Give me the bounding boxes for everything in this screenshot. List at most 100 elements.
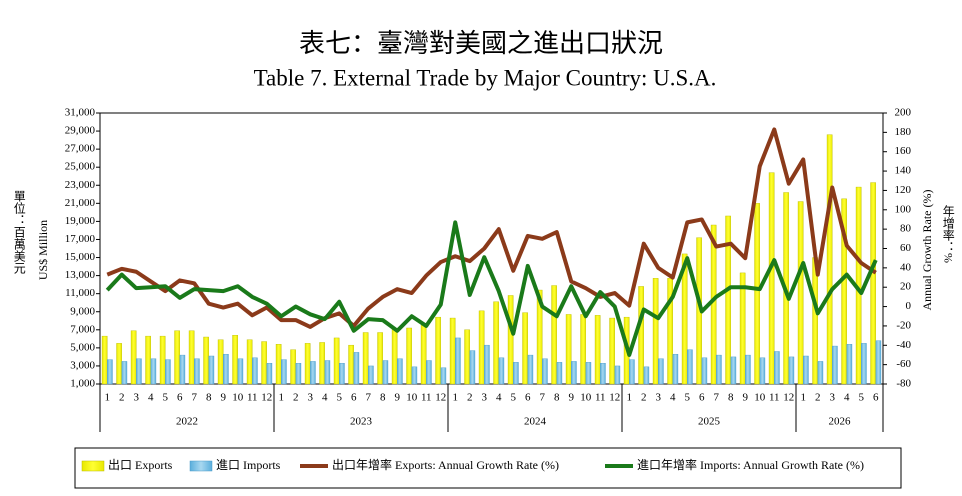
x-group-label: 2022 bbox=[176, 416, 198, 428]
x-tick-label: 2 bbox=[293, 392, 299, 404]
y-axis-label: US$ Million bbox=[36, 220, 50, 280]
bar bbox=[232, 335, 238, 385]
bar bbox=[194, 358, 200, 385]
x-tick-label: 5 bbox=[685, 392, 691, 404]
bar bbox=[101, 335, 108, 385]
x-tick-label: 7 bbox=[192, 392, 198, 404]
x-tick-label: 3 bbox=[308, 392, 314, 404]
y-tick-label: 31,000 bbox=[65, 107, 96, 119]
x-tick-label: 8 bbox=[206, 392, 212, 404]
x-tick-label: 1 bbox=[801, 392, 807, 404]
x-tick-label: 10 bbox=[580, 392, 592, 404]
bar bbox=[826, 134, 833, 385]
x-tick-label: 3 bbox=[830, 392, 836, 404]
y2-tick-label: 120 bbox=[895, 184, 912, 196]
x-tick-label: 7 bbox=[540, 392, 546, 404]
x-tick-label: 4 bbox=[844, 392, 850, 404]
x-tick-label: 1 bbox=[279, 392, 285, 404]
bar bbox=[333, 337, 340, 385]
bar bbox=[841, 198, 847, 385]
x-tick-label: 8 bbox=[728, 392, 734, 404]
x-group-label: 2023 bbox=[350, 416, 373, 428]
legend-box bbox=[74, 447, 902, 489]
y-tick-label: 23,000 bbox=[65, 179, 96, 191]
x-tick-label: 6 bbox=[525, 392, 531, 404]
y2-tick-label: -60 bbox=[896, 358, 911, 370]
y-tick-label: 13,000 bbox=[65, 269, 96, 281]
legend-label: 進口年增率 Imports: Annual Growth Rate (%) bbox=[637, 457, 864, 472]
x-tick-label: 9 bbox=[569, 392, 575, 404]
y-tick-label: 11,000 bbox=[65, 287, 95, 299]
x-tick-label: 2 bbox=[641, 392, 647, 404]
x-tick-label: 6 bbox=[699, 392, 705, 404]
y2-tick-label: 60 bbox=[900, 242, 912, 254]
bar bbox=[420, 325, 427, 385]
bar bbox=[609, 317, 615, 385]
x-tick-label: 10 bbox=[406, 392, 418, 404]
bar bbox=[754, 203, 760, 385]
y2-tick-label: -20 bbox=[896, 319, 911, 331]
x-tick-label: 1 bbox=[627, 392, 633, 404]
y-tick-label: 9,000 bbox=[70, 305, 95, 317]
x-tick-label: 12 bbox=[435, 392, 446, 404]
bar bbox=[498, 357, 505, 385]
bar bbox=[411, 366, 418, 385]
bar bbox=[295, 363, 302, 385]
x-tick-label: 7 bbox=[366, 392, 372, 404]
x-group-label: 2025 bbox=[698, 416, 721, 428]
x-tick-label: 12 bbox=[609, 392, 620, 404]
bar bbox=[701, 357, 708, 385]
y2-tick-label: -40 bbox=[896, 339, 911, 351]
bar bbox=[527, 354, 534, 385]
bar bbox=[725, 215, 731, 385]
bar bbox=[406, 327, 412, 385]
bar bbox=[223, 353, 229, 385]
bar bbox=[507, 295, 514, 385]
bar bbox=[290, 349, 296, 385]
x-tick-label: 5 bbox=[511, 392, 517, 404]
bar bbox=[324, 360, 331, 385]
x-tick-label: 10 bbox=[232, 392, 244, 404]
legend-swatch bbox=[81, 460, 105, 472]
bar bbox=[768, 172, 775, 385]
x-tick-label: 2 bbox=[467, 392, 473, 404]
bar bbox=[116, 343, 122, 385]
bar bbox=[208, 355, 215, 385]
bar bbox=[580, 314, 586, 385]
bar bbox=[571, 361, 577, 385]
bar bbox=[551, 285, 557, 385]
line bbox=[106, 127, 877, 329]
bar bbox=[817, 361, 824, 385]
y-tick-label: 5,000 bbox=[70, 341, 95, 353]
chart-title: 表七：臺灣對美國之進出口狀況 bbox=[299, 29, 663, 58]
bar bbox=[846, 344, 853, 385]
bar bbox=[440, 367, 447, 385]
bar bbox=[188, 330, 195, 385]
y-tick-label: 21,000 bbox=[65, 197, 96, 209]
bar bbox=[716, 354, 722, 385]
y-tick-label: 15,000 bbox=[65, 251, 96, 263]
y2-axis-label-zh: 年增率：% bbox=[941, 205, 955, 263]
x-tick-label: 10 bbox=[754, 392, 766, 404]
x-tick-label: 6 bbox=[873, 392, 879, 404]
bar bbox=[600, 363, 606, 385]
x-tick-label: 11 bbox=[769, 392, 780, 404]
y2-tick-label: -80 bbox=[896, 378, 911, 390]
bar bbox=[165, 359, 171, 385]
bar bbox=[382, 360, 389, 385]
x-tick-label: 9 bbox=[743, 392, 749, 404]
x-tick-label: 11 bbox=[595, 392, 606, 404]
x-tick-label: 11 bbox=[421, 392, 432, 404]
bar bbox=[136, 358, 142, 385]
x-tick-label: 9 bbox=[221, 392, 227, 404]
x-tick-label: 6 bbox=[177, 392, 183, 404]
y2-tick-label: 100 bbox=[895, 203, 912, 215]
x-tick-label: 1 bbox=[453, 392, 459, 404]
bar bbox=[832, 345, 838, 385]
bar bbox=[304, 343, 311, 385]
bar bbox=[469, 350, 476, 385]
bar bbox=[435, 316, 441, 385]
bar bbox=[812, 257, 818, 385]
bar bbox=[759, 357, 766, 385]
y2-axis-label: Annual Growth Rate (%) bbox=[920, 190, 934, 311]
